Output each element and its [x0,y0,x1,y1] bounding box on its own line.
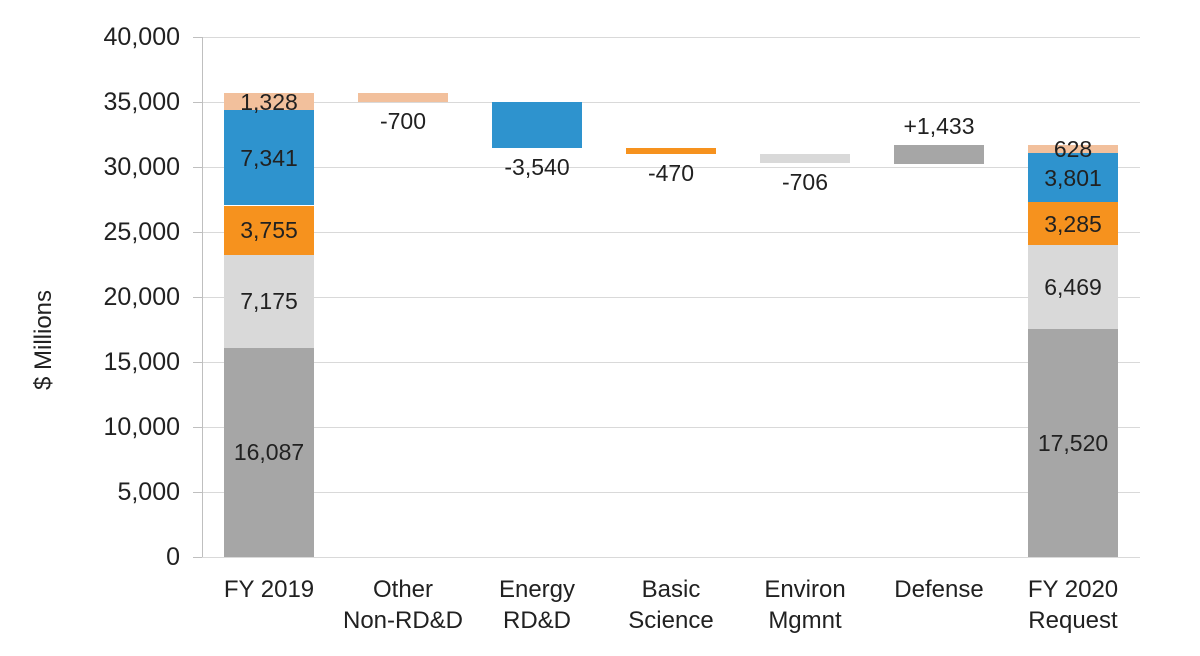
segment-value-label: 7,341 [240,145,298,171]
segment-value-label: 3,285 [1044,211,1102,237]
y-tick-mark [193,492,202,493]
y-tick-label: 10,000 [103,413,180,441]
delta-bar [492,102,582,148]
x-category-label-line: Basic [641,576,701,603]
bar-segment [1028,145,1118,153]
segment-value-label: 3,755 [240,217,298,243]
y-tick-mark [193,232,202,233]
segment-value-label: 628 [1053,136,1093,162]
x-category-label: Other Non-RD&D [308,574,498,636]
delta-bar [760,154,850,163]
delta-value-label: -470 [647,160,695,186]
y-tick-mark [193,362,202,363]
x-category-label-line: FY 2020 [1027,576,1119,603]
gridline [202,362,1140,363]
bar-segment [224,348,314,557]
x-category-label-line: Environ [764,576,846,603]
y-tick-label: 20,000 [103,283,180,311]
y-tick-mark [193,102,202,103]
bar-segment [1028,202,1118,245]
delta-value-label: -700 [379,108,427,134]
delta-value-label: -3,540 [504,154,570,180]
x-category-label-line: Mgmnt [768,607,842,634]
x-category-label-line: Science [628,607,714,634]
gridline [202,102,1140,103]
y-tick-mark [193,37,202,38]
x-category-label-line: Request [1028,607,1118,634]
x-category-label-line: RD&D [502,607,571,634]
bar-segment [224,206,314,255]
x-category-label-line: Energy [498,576,576,603]
x-category-label: Basic Science [576,574,766,636]
y-tick-label: 0 [166,543,180,571]
y-axis-title: $ Millions [30,260,58,420]
bar-segment [224,110,314,205]
segment-value-label: 1,328 [240,89,298,115]
bar-segment [1028,329,1118,557]
delta-bar [626,148,716,154]
y-axis-line [202,37,203,557]
delta-value-label: -706 [781,169,829,195]
segment-value-label: 7,175 [240,288,298,314]
gridline [202,37,1140,38]
gridline [202,492,1140,493]
delta-value-label: +1,433 [903,113,975,139]
bar-segment [224,93,314,110]
gridline [202,297,1140,298]
x-category-label: FY 2020 Request [978,574,1168,636]
bar-segment [1028,153,1118,202]
y-tick-mark [193,297,202,298]
gridline [202,167,1140,168]
x-category-label: FY 2019 [174,574,364,605]
segment-value-label: 6,469 [1044,274,1102,300]
x-category-label-line: FY 2019 [223,576,315,603]
y-tick-mark [193,557,202,558]
gridline [202,232,1140,233]
x-category-label-line: Other [372,576,434,603]
segment-value-label: 3,801 [1044,165,1102,191]
bar-segment [224,255,314,348]
bar-segment [1028,245,1118,329]
segment-value-label: 17,520 [1037,430,1109,456]
y-tick-mark [193,167,202,168]
delta-bar [894,145,984,164]
x-category-label-line: Defense [894,576,984,603]
y-tick-mark [193,427,202,428]
y-tick-label: 40,000 [103,23,180,51]
delta-bar [358,93,448,102]
gridline [202,427,1140,428]
segment-value-label: 16,087 [233,439,305,465]
y-tick-label: 15,000 [103,348,180,376]
gridline [202,557,1140,558]
x-category-label: Defense [844,574,1034,605]
x-category-label: Environ Mgmnt [710,574,900,636]
y-tick-label: 30,000 [103,153,180,181]
y-tick-label: 25,000 [103,218,180,246]
y-tick-label: 35,000 [103,88,180,116]
y-tick-label: 5,000 [117,478,180,506]
x-category-label: Energy RD&D [442,574,632,636]
x-category-label-line: Non-RD&D [342,607,464,634]
